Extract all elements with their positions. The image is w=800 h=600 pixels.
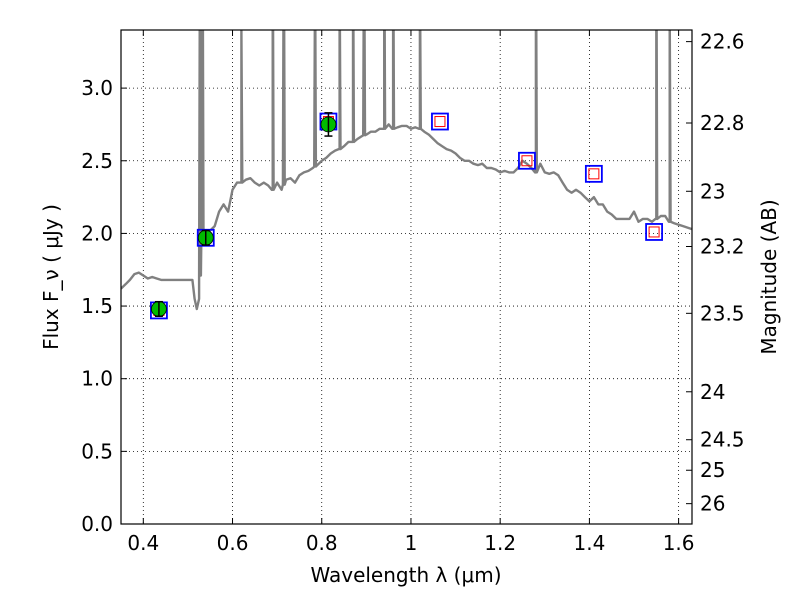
x-tick-label: 1	[405, 531, 418, 555]
right-axis-label: Magnitude (AB)	[757, 199, 781, 354]
right-tick-label: 26	[700, 492, 725, 516]
right-tick-label: 23.2	[700, 234, 745, 258]
y-tick-label: 1.5	[81, 294, 113, 318]
y-tick-label: 1.0	[81, 367, 113, 391]
filter-box-marker	[518, 151, 536, 170]
x-tick-label: 0.6	[217, 531, 249, 555]
plot-frame	[120, 29, 693, 525]
axis-ticks: 0.4 0.6 0.8 1 1.2 1.4 1.6 0.0 0.5 1.0 1.5 2.0 2.5 3.0…	[81, 30, 744, 555]
x-tick-label: 1.6	[663, 531, 695, 555]
x-axis-label: Wavelength λ (μm)	[310, 563, 501, 587]
photometry-markers	[150, 112, 663, 320]
right-tick-label: 25	[700, 458, 725, 482]
filter-box-marker	[645, 223, 663, 241]
grid-lines	[121, 30, 692, 525]
y-tick-label: 2.0	[81, 221, 113, 245]
x-tick-label: 1.4	[573, 531, 605, 555]
y-tick-label: 0.5	[81, 439, 113, 463]
model-spectrum-line	[121, 30, 692, 311]
y-tick-label: 0.0	[81, 512, 113, 536]
x-tick-label: 0.8	[306, 531, 338, 555]
filter-box-marker	[431, 112, 449, 131]
model-flux-marker	[648, 226, 660, 238]
right-tick-label: 23.5	[700, 301, 745, 325]
model-flux-marker	[434, 116, 446, 128]
right-tick-label: 24	[700, 380, 725, 404]
model-spectrum	[121, 30, 692, 311]
model-flux-marker	[588, 168, 600, 180]
right-tick-label: 22.6	[700, 30, 745, 54]
right-tick-label: 23	[700, 179, 725, 203]
x-tick-label: 0.4	[127, 531, 159, 555]
filter-box-marker	[584, 164, 603, 183]
y-axis-label: Flux F_ν ( μJy )	[39, 204, 63, 350]
right-tick-label: 24.5	[700, 428, 745, 452]
y-tick-label: 3.0	[81, 76, 113, 100]
right-tick-label: 22.8	[700, 111, 745, 135]
x-tick-label: 1.2	[484, 531, 516, 555]
model-flux-marker	[521, 155, 533, 167]
y-tick-label: 2.5	[81, 149, 113, 173]
